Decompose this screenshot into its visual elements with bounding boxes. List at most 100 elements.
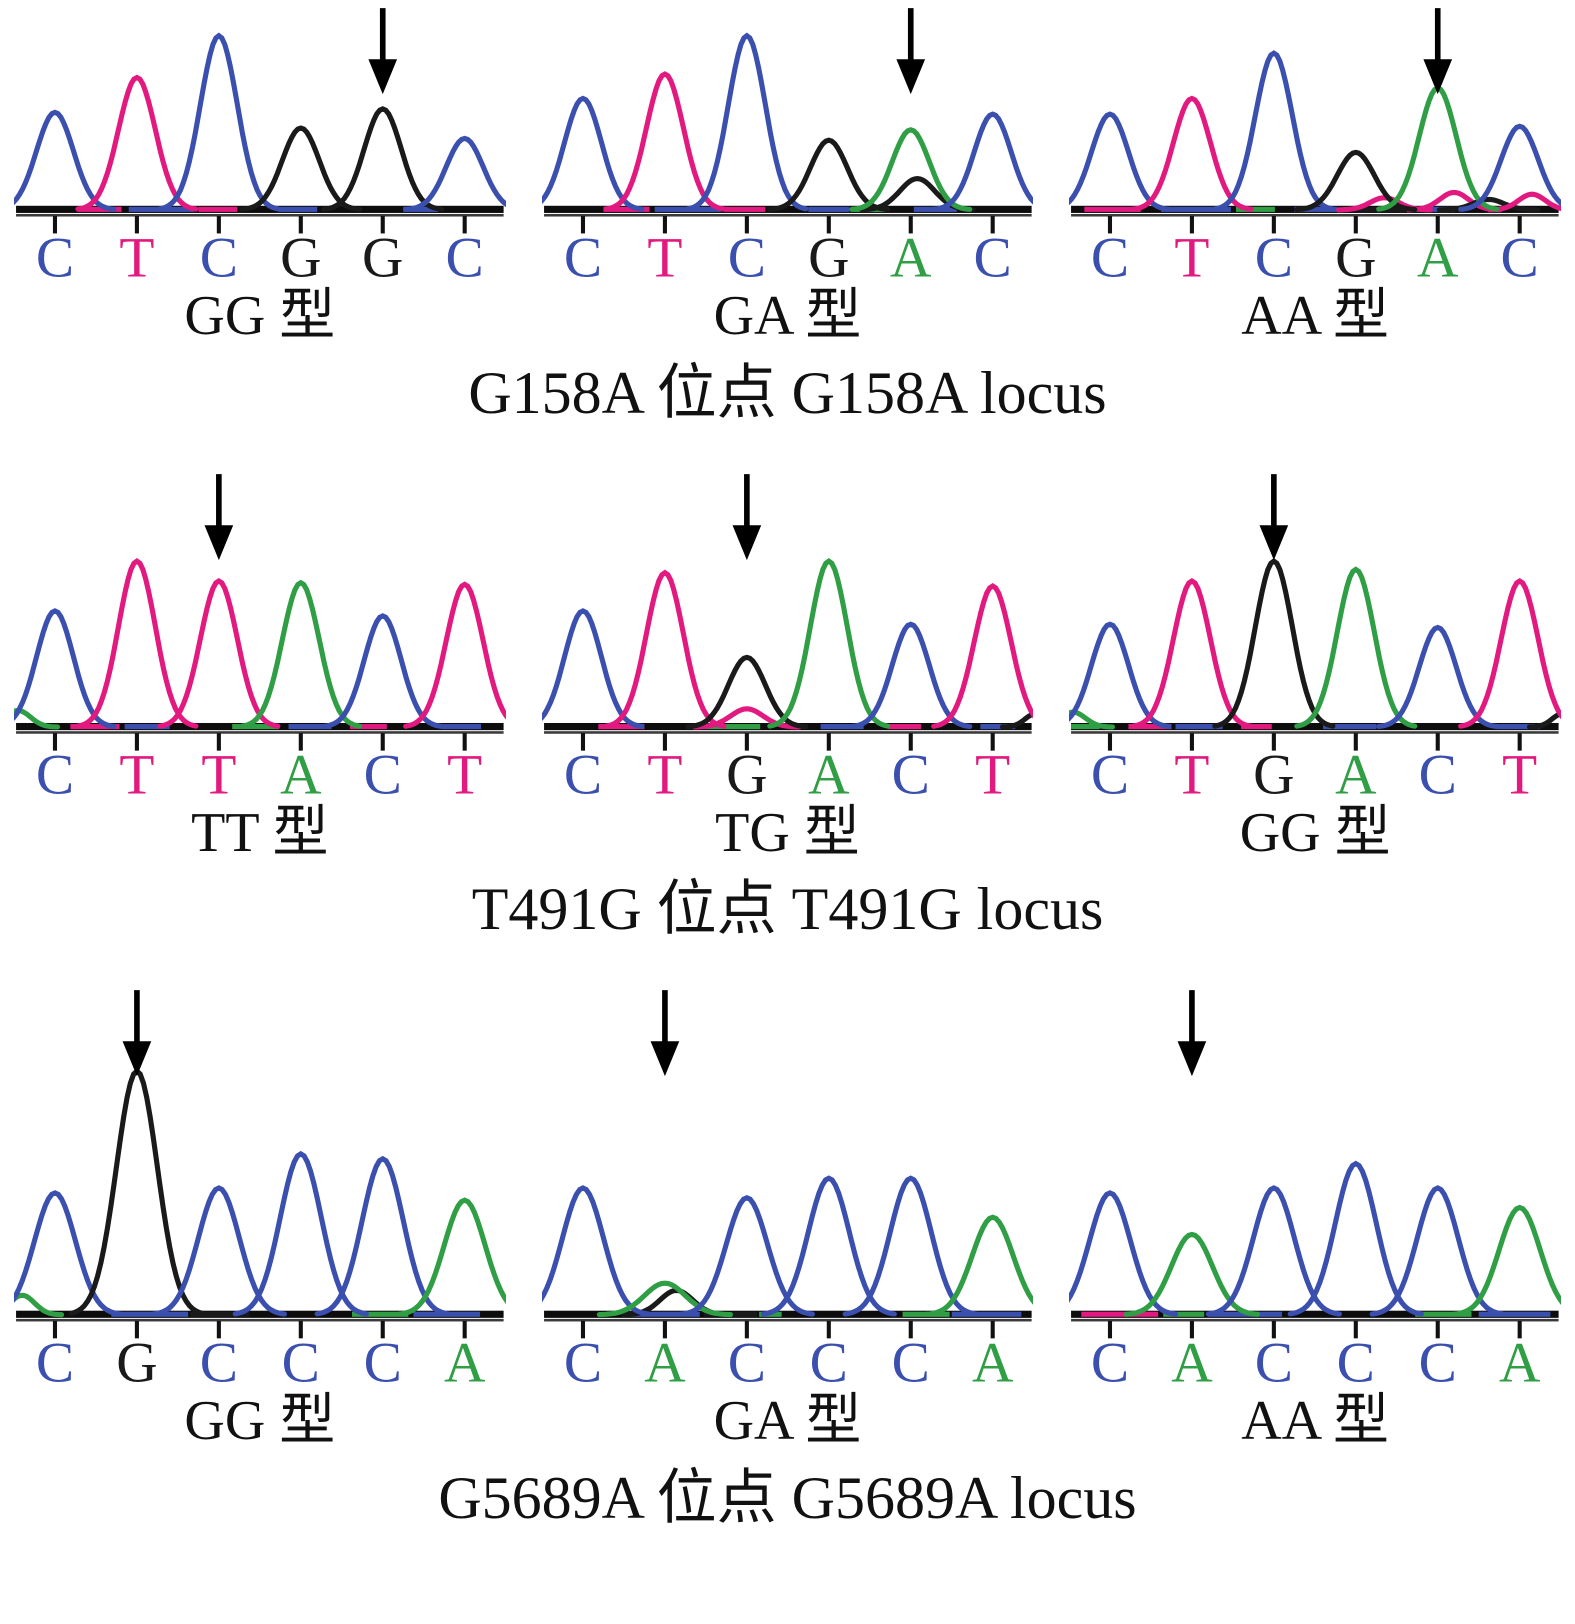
baseline-segment xyxy=(198,206,238,212)
minor-peak xyxy=(999,710,1034,730)
baseline-segment xyxy=(349,723,387,729)
base-letter: G xyxy=(280,226,321,289)
base-letter: T xyxy=(1175,226,1210,289)
trace-peak xyxy=(930,582,1034,729)
locus-caption: T491G 位点 T491G locus xyxy=(471,876,1104,943)
base-letter: T xyxy=(119,226,154,289)
genotype-label: GG 型 xyxy=(184,1390,336,1453)
trace-peak xyxy=(1294,565,1418,729)
minor-peak xyxy=(1527,711,1561,730)
baseline-segment xyxy=(887,723,921,729)
genotype-panel: C G C C C A GG 型 xyxy=(14,986,506,1451)
trace-peak xyxy=(684,654,809,729)
base-letter: C xyxy=(1255,226,1293,289)
genotype-label: GG 型 xyxy=(1239,801,1391,864)
axis-line xyxy=(1071,730,1559,734)
axis-line xyxy=(1071,213,1559,217)
trace-peak xyxy=(1212,557,1336,729)
axis-line xyxy=(16,730,504,734)
locus-panels: C G C C C A GG 型 C A C C C A GA 型 C A C C C A AA 型 xyxy=(0,986,1575,1451)
trace-peak xyxy=(1130,577,1254,729)
locus-panels: C T C G G C GG 型 C T C G A C GA 型 C T C G A C AA 型 xyxy=(0,4,1575,346)
base-letter: G xyxy=(116,1332,157,1395)
trace-peak xyxy=(68,1067,206,1317)
axis-line xyxy=(543,730,1032,734)
base-letter: C xyxy=(1419,1332,1457,1395)
genotype-label: TG 型 xyxy=(715,801,860,864)
baseline-bar xyxy=(16,205,504,213)
base-letter: C xyxy=(282,1332,320,1395)
minor-peak xyxy=(1437,196,1541,213)
base-letter: C xyxy=(891,743,929,806)
baseline-segment xyxy=(597,723,645,729)
base-letter: G xyxy=(726,743,767,806)
axis-line xyxy=(16,213,504,217)
base-letter: C xyxy=(364,1332,402,1395)
base-letter: T xyxy=(1175,743,1210,806)
baseline-segment xyxy=(288,723,332,729)
axis-line xyxy=(543,1319,1032,1322)
trace-peak xyxy=(1124,1232,1261,1318)
baseline-segment xyxy=(1128,723,1172,729)
base-letter: C xyxy=(564,743,602,806)
baseline-segment xyxy=(1071,723,1101,729)
base-letter: T xyxy=(119,743,154,806)
base-letter: C xyxy=(364,743,402,806)
base-letter: A xyxy=(1335,743,1376,806)
baseline-segment xyxy=(1294,206,1338,212)
baseline-segment xyxy=(703,723,760,729)
trace-peak xyxy=(157,32,281,212)
locus-row: C T T A C T TT 型 C T G A C T TG 型 C T G A C T GG 型 T491G 位点 T… xyxy=(0,470,1575,943)
baseline-segment xyxy=(980,723,1015,729)
locus-panels: C T T A C T TT 型 C T G A C T TG 型 C T G A C T GG 型 xyxy=(0,470,1575,863)
minor-peak xyxy=(14,1293,65,1318)
base-letter: C xyxy=(36,1332,74,1395)
trace-peak xyxy=(603,71,727,212)
baseline-segment xyxy=(190,1312,250,1318)
minor-peak xyxy=(691,705,802,730)
base-letter: C xyxy=(564,1332,602,1395)
baseline-segment xyxy=(1163,1312,1205,1318)
base-letter: C xyxy=(1419,743,1457,806)
base-letter: C xyxy=(1501,226,1539,289)
baseline-segment xyxy=(124,723,170,729)
baseline-segment xyxy=(70,723,120,729)
trace-peak xyxy=(150,1185,287,1318)
baseline-segment xyxy=(1084,206,1142,212)
genotype-panel: C T T A C T TT 型 xyxy=(14,470,506,863)
trace-peak xyxy=(75,557,199,729)
trace-peak xyxy=(684,32,809,212)
base-letter: T xyxy=(201,743,236,806)
axis-line xyxy=(16,1319,504,1322)
baseline-segment xyxy=(1241,723,1273,729)
trace-peak xyxy=(1451,1205,1561,1318)
base-letter: C xyxy=(891,1332,929,1395)
baseline-segment xyxy=(77,206,122,212)
trace-peak xyxy=(321,106,445,212)
baseline-segment xyxy=(232,723,280,729)
trace-peak xyxy=(766,557,891,729)
baseline-bar xyxy=(1071,1311,1559,1319)
base-letter: A xyxy=(1172,1332,1213,1395)
trace-peak xyxy=(1288,1161,1425,1317)
genotype-panel: C A C C C A GA 型 xyxy=(541,986,1034,1451)
baseline-segment xyxy=(820,723,864,729)
trace-peak xyxy=(930,111,1034,212)
variant-arrow-icon xyxy=(1259,473,1289,560)
baseline-segment xyxy=(1343,206,1406,212)
base-letter: C xyxy=(200,1332,238,1395)
base-letter: T xyxy=(447,743,482,806)
baseline-segment xyxy=(1323,723,1377,729)
base-letter: C xyxy=(36,743,74,806)
base-letter: C xyxy=(1255,1332,1293,1395)
base-letter: C xyxy=(200,226,238,289)
trace-peak xyxy=(1458,577,1561,729)
base-letter: G xyxy=(362,226,403,289)
variant-arrow-icon xyxy=(1423,8,1453,95)
baseline-segment xyxy=(442,723,482,729)
trace-peak xyxy=(848,127,972,212)
base-letter: T xyxy=(647,743,682,806)
